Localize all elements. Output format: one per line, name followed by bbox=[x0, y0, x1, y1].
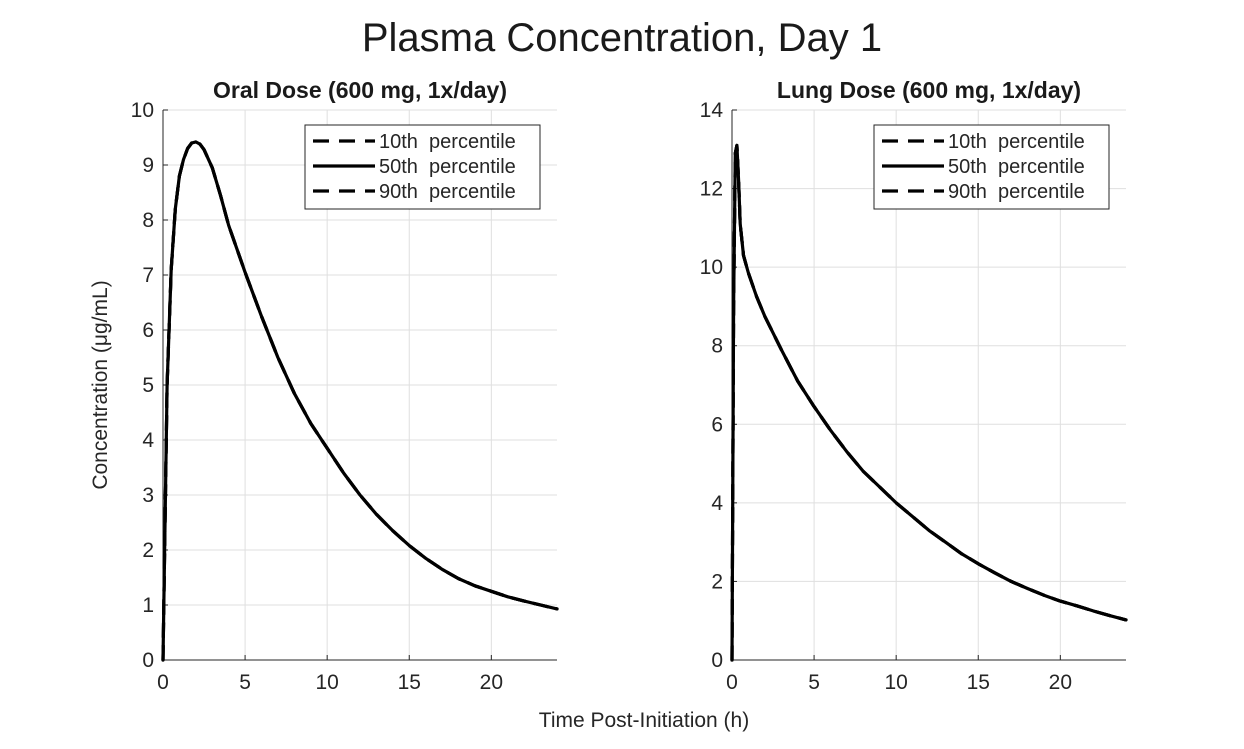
series-line-2 bbox=[730, 143, 1128, 662]
x-tick-label: 20 bbox=[1049, 671, 1072, 694]
x-tick-label: 15 bbox=[967, 671, 990, 694]
x-tick-label: 10 bbox=[884, 671, 907, 694]
series-line-2 bbox=[161, 140, 559, 662]
y-tick-label: 10 bbox=[700, 256, 723, 279]
x-tick-label: 15 bbox=[398, 671, 421, 694]
x-axis-label: Time Post-Initiation (h) bbox=[539, 709, 749, 732]
subplot-1: 0 5 10 15 20 0 1 2 3 4 5 6 7 8 9 10 Oral Dose (600 mg, 1… bbox=[131, 77, 559, 694]
subplot-title: Lung Dose (600 mg, 1x/day) bbox=[777, 77, 1081, 103]
legend-label-3: 90th percentile bbox=[948, 181, 1085, 203]
legend-label-2: 50th percentile bbox=[948, 156, 1085, 178]
y-tick-label: 0 bbox=[711, 649, 723, 672]
y-tick-label: 3 bbox=[142, 484, 154, 507]
y-tick-label: 7 bbox=[142, 264, 154, 287]
y-tick-label: 8 bbox=[142, 209, 154, 232]
y-tick-label: 1 bbox=[142, 594, 154, 617]
y-tick-label: 14 bbox=[700, 99, 724, 122]
x-tick-label: 5 bbox=[239, 671, 251, 694]
y-tick-label: 2 bbox=[711, 570, 723, 593]
legend-label-3: 90th percentile bbox=[379, 181, 516, 203]
figure-title: Plasma Concentration, Day 1 bbox=[361, 16, 883, 60]
x-tick-label: 10 bbox=[315, 671, 338, 694]
legend: 10th percentile 50th percentile 90th perce… bbox=[304, 124, 541, 210]
legend: 10th percentile 50th percentile 90th perce… bbox=[873, 124, 1110, 210]
x-tick-label: 0 bbox=[726, 671, 738, 694]
legend-label-2: 50th percentile bbox=[379, 156, 516, 178]
y-tick-label: 8 bbox=[711, 335, 723, 358]
legend-label-1: 10th percentile bbox=[379, 131, 516, 153]
y-axis-label: Concentration (μg/mL) bbox=[89, 280, 112, 489]
subplot-title: Oral Dose (600 mg, 1x/day) bbox=[213, 77, 507, 103]
series-line-1 bbox=[730, 143, 1128, 662]
y-tick-label: 0 bbox=[142, 649, 154, 672]
y-tick-label: 5 bbox=[142, 374, 154, 397]
y-tick-label: 12 bbox=[700, 178, 723, 201]
x-tick-label: 0 bbox=[157, 671, 169, 694]
y-tick-label: 10 bbox=[131, 99, 154, 122]
x-tick-label: 20 bbox=[480, 671, 503, 694]
y-tick-label: 9 bbox=[142, 154, 154, 177]
legend-label-1: 10th percentile bbox=[948, 131, 1085, 153]
y-tick-label: 4 bbox=[711, 492, 723, 515]
subplot-2: 0 5 10 15 20 0 2 4 6 8 10 12 14 Lung Dose (600 mg, 1x… bbox=[700, 77, 1128, 694]
y-tick-label: 4 bbox=[142, 429, 154, 452]
y-tick-label: 6 bbox=[142, 319, 154, 342]
y-tick-label: 6 bbox=[711, 413, 723, 436]
series-line-3 bbox=[730, 143, 1128, 662]
y-tick-label: 2 bbox=[142, 539, 154, 562]
x-tick-label: 5 bbox=[808, 671, 820, 694]
